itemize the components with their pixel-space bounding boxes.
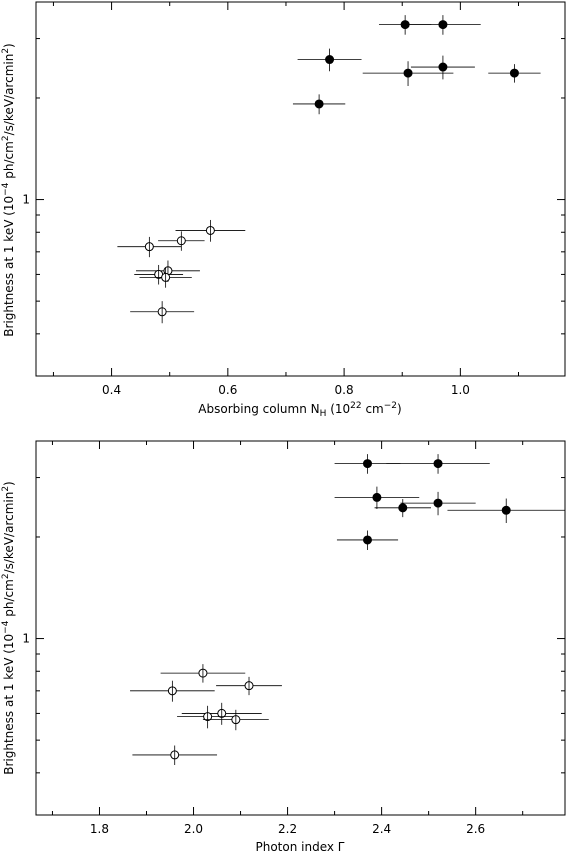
point-marker <box>325 55 335 65</box>
y-tick-label: 1 <box>22 193 30 207</box>
data-point-open <box>132 745 218 765</box>
data-point-filled <box>334 486 420 510</box>
y-axis-label-bottom: Brightness at 1 keV (10−4 ph/cm2/s/keV/a… <box>1 481 16 775</box>
data-point-open <box>158 231 205 251</box>
x-tick-label: 2.6 <box>466 822 485 836</box>
x-tick-label: 2.2 <box>278 822 297 836</box>
plot-frame-top <box>35 1 566 377</box>
data-marks-bottom <box>130 454 565 765</box>
x-tick-label: 0.8 <box>335 383 354 397</box>
point-marker <box>509 68 519 78</box>
data-point-filled <box>297 48 362 72</box>
y-tick-label: 1 <box>22 632 30 646</box>
data-point-open <box>181 702 262 725</box>
data-point-filled <box>488 64 541 83</box>
x-tick-label: 0.6 <box>218 383 237 397</box>
point-marker <box>314 99 324 109</box>
data-point-open <box>175 219 246 242</box>
data-point-open <box>117 236 182 258</box>
data-point-filled <box>386 454 490 474</box>
point-marker <box>372 492 382 502</box>
ticks-bottom: 1.8 2.0 2.2 2.4 2.6 1 <box>22 441 565 836</box>
point-marker <box>403 68 413 78</box>
data-point-filled <box>336 530 399 550</box>
data-point-filled <box>400 491 476 516</box>
data-point-filled <box>405 15 481 35</box>
x-tick-label: 1.8 <box>90 822 109 836</box>
point-marker <box>398 503 408 513</box>
point-marker <box>363 459 373 469</box>
x-tick-label: 2.0 <box>184 822 203 836</box>
data-marks-top <box>117 15 541 324</box>
data-point-open <box>139 267 192 288</box>
panel-bottom: 1.8 2.0 2.2 2.4 2.6 1 Photon index Γ Brightne… <box>1 440 566 853</box>
data-point-open <box>177 705 239 729</box>
data-point-filled <box>374 499 431 518</box>
point-marker <box>438 62 448 72</box>
x-tick-label: 2.4 <box>372 822 391 836</box>
data-point-filled <box>362 61 454 87</box>
data-point-filled <box>410 55 475 80</box>
x-tick-label: 1.0 <box>451 383 470 397</box>
x-axis-label-top: Absorbing column NH (1022 cm−2) <box>198 401 401 419</box>
data-point-open <box>130 680 215 702</box>
point-marker <box>433 498 443 508</box>
panel-top: 0.4 0.6 0.8 1.0 1 Absorbing column NH (1022 … <box>1 1 566 419</box>
x-tick-label: 0.4 <box>102 383 121 397</box>
data-point-open <box>216 676 282 696</box>
point-marker <box>363 535 373 545</box>
ticks-top: 0.4 0.6 0.8 1.0 1 <box>22 2 565 397</box>
data-point-open <box>134 264 184 285</box>
data-point-open <box>130 301 195 324</box>
data-point-open <box>202 709 269 731</box>
data-point-filled <box>292 94 346 115</box>
plot-frame-bottom <box>35 440 566 816</box>
data-point-filled <box>447 498 565 524</box>
y-axis-label-top: Brightness at 1 keV (10−4 ph/cm2/s/keV/a… <box>1 43 16 337</box>
point-marker <box>433 459 443 469</box>
point-marker <box>501 505 511 515</box>
data-point-open <box>160 664 246 683</box>
x-axis-label-bottom: Photon index Γ <box>256 840 345 853</box>
point-marker <box>438 20 448 30</box>
